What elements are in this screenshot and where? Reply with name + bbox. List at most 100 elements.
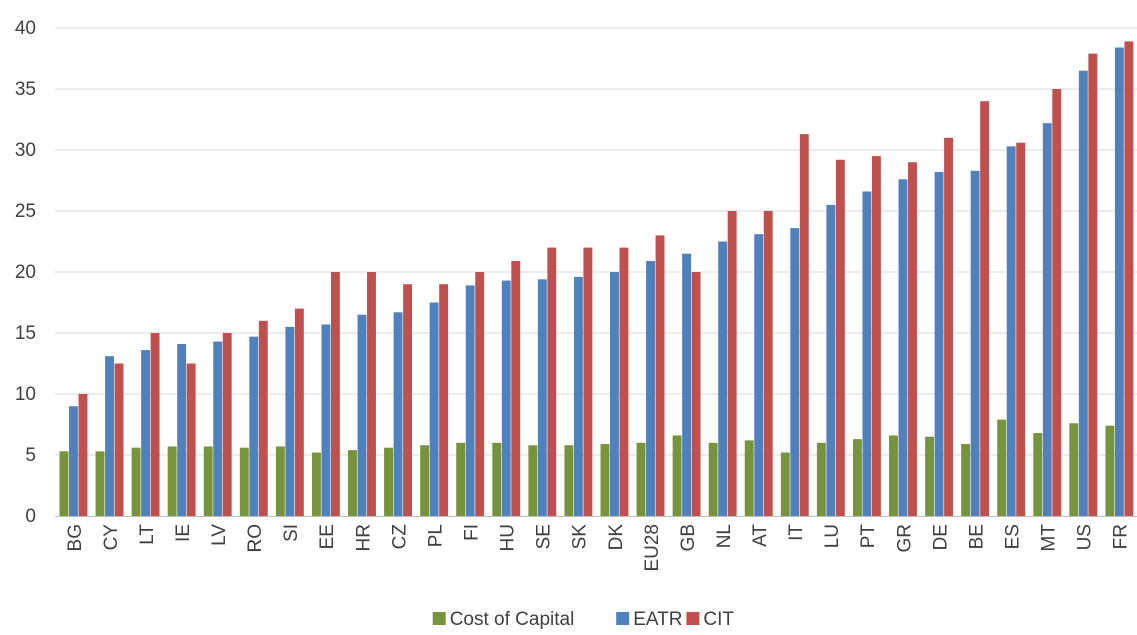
bar-cost-of-capital-de: [925, 436, 934, 516]
bar-cit-de: [944, 137, 953, 517]
bar-cit-cy: [114, 363, 124, 516]
bar-cost-of-capital-be: [961, 444, 971, 516]
x-tick-label: CZ: [389, 524, 410, 550]
bar-cit-us: [1088, 53, 1098, 517]
bar-eatr-fr: [1114, 47, 1124, 517]
bar-cit-fr: [1124, 41, 1134, 517]
bar-cit-mt: [1052, 89, 1062, 516]
bar-eatr-dk: [610, 272, 619, 516]
bar-cit-lv: [222, 333, 232, 516]
bar-cost-of-capital-at: [744, 440, 754, 516]
bar-eatr-it: [790, 228, 800, 516]
x-tick-label: PL: [425, 524, 446, 547]
x-tick-label: IE: [173, 524, 194, 542]
x-tick-label: FI: [461, 524, 482, 541]
bar-eatr-nl: [718, 241, 728, 516]
bar-eatr-bg: [69, 406, 78, 516]
x-tick-label: CY: [101, 524, 122, 551]
y-tick-label: 0: [25, 506, 36, 527]
x-tick-label: FR: [1111, 524, 1132, 549]
bars: [59, 41, 1134, 517]
x-tick-label: AT: [750, 524, 771, 547]
bar-cit-fi: [475, 272, 485, 516]
x-tick-label: BE: [966, 524, 987, 549]
bar-cost-of-capital-si: [275, 446, 285, 516]
x-tick-label: EU28: [642, 524, 663, 572]
gridlines: [55, 27, 1137, 456]
bar-cost-of-capital-sk: [564, 445, 574, 516]
bar-cit-ro: [258, 320, 268, 516]
bar-cit-ee: [330, 272, 340, 516]
x-tick-label: GR: [894, 524, 915, 553]
bar-eatr-gr: [898, 179, 908, 516]
x-tick-label: DK: [606, 524, 627, 551]
bar-cost-of-capital-fr: [1105, 425, 1115, 516]
bar-cost-of-capital-cz: [384, 447, 393, 516]
bar-cit-lt: [150, 333, 160, 516]
x-tick-label: RO: [245, 524, 266, 553]
y-tick-label: 35: [15, 79, 36, 100]
bar-eatr-pl: [429, 302, 439, 516]
bar-cit-dk: [619, 247, 629, 516]
bar-eatr-lv: [213, 341, 223, 516]
x-tick-label: SK: [570, 524, 591, 550]
bar-eatr-us: [1078, 70, 1088, 516]
bar-eatr-cz: [393, 312, 403, 516]
bar-cost-of-capital-eu28: [636, 442, 646, 516]
bar-cost-of-capital-hu: [492, 442, 502, 516]
y-axis-tick-labels: 0 5 10 15 20 25 30 35 40: [15, 18, 36, 527]
bar-cit-sk: [583, 247, 593, 516]
bar-cost-of-capital-gb: [672, 435, 682, 516]
bar-cit-lu: [835, 159, 845, 516]
bar-eatr-sk: [573, 276, 583, 516]
x-tick-label: NL: [714, 524, 735, 548]
bar-cost-of-capital-cy: [95, 451, 105, 516]
bar-cit-ie: [186, 363, 196, 516]
bar-cit-be: [980, 101, 990, 516]
x-tick-label: US: [1075, 524, 1096, 550]
bar-eatr-be: [970, 170, 980, 517]
bar-eatr-cy: [105, 356, 114, 516]
bar-cit-bg: [78, 394, 88, 516]
bar-eatr-ee: [321, 324, 331, 516]
bar-cost-of-capital-mt: [1033, 433, 1043, 516]
bar-eatr-ro: [249, 336, 259, 516]
bar-cost-of-capital-dk: [600, 444, 610, 516]
x-tick-label: GB: [678, 524, 699, 551]
legend-label-cost-of-capital: Cost of Capital: [450, 609, 575, 630]
bar-eatr-fi: [465, 285, 475, 516]
x-tick-label: EE: [317, 524, 338, 549]
bar-cit-cz: [403, 284, 412, 516]
bar-cost-of-capital-pl: [420, 445, 430, 516]
bar-eatr-lu: [826, 204, 836, 516]
bar-cost-of-capital-pt: [852, 439, 862, 516]
x-tick-label: BG: [65, 524, 86, 551]
bar-eatr-de: [934, 171, 944, 516]
bar-cost-of-capital-fi: [456, 442, 466, 516]
legend-label-eatr: EATR: [633, 609, 682, 630]
bar-cit-si: [294, 308, 304, 516]
x-tick-label: HR: [353, 524, 374, 551]
bar-cost-of-capital-bg: [59, 451, 69, 516]
bar-eatr-si: [285, 326, 295, 516]
bar-cost-of-capital-lt: [131, 447, 141, 516]
bar-cit-pt: [871, 156, 881, 516]
legend-swatch-cost-of-capital: [432, 612, 446, 625]
y-tick-label: 10: [15, 384, 36, 405]
bar-cit-eu28: [655, 235, 665, 516]
bar-eatr-gb: [682, 253, 692, 516]
bar-cit-gb: [691, 272, 701, 516]
x-tick-label: LU: [822, 524, 843, 548]
x-tick-label: SI: [281, 524, 302, 542]
x-tick-label: SE: [534, 524, 555, 549]
bar-cit-se: [547, 247, 557, 516]
x-axis-tick-labels: BG CY LT IE LV RO SI EE HR CZ PL FI HU SE SK DK EU28 GB NL…: [65, 524, 1132, 572]
legend: Cost of Capital EATR CIT: [432, 609, 734, 630]
bar-eatr-eu28: [646, 261, 655, 516]
bar-cit-pl: [439, 284, 449, 516]
bar-eatr-at: [754, 234, 764, 516]
bar-cit-hu: [511, 261, 521, 516]
x-tick-label: DE: [930, 524, 951, 550]
bar-eatr-ie: [177, 343, 187, 516]
y-tick-label: 15: [15, 323, 36, 344]
